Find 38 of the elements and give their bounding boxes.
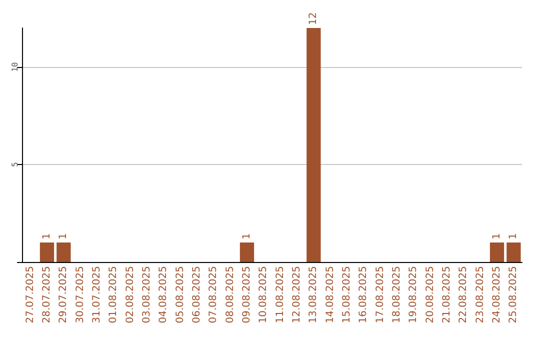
x-tick-label: 02.08.2025 — [124, 266, 136, 324]
x-tick-label: 17.08.2025 — [374, 266, 386, 324]
x-tick-label: 03.08.2025 — [142, 266, 152, 324]
y-tick-label: 5 — [10, 162, 20, 167]
data-label: 1 — [242, 233, 252, 240]
x-tick-label: 13.08.2025 — [308, 266, 320, 324]
data-label: 1 — [42, 233, 52, 240]
x-tick-label: 10.08.2025 — [258, 266, 270, 324]
data-label: 12 — [308, 12, 320, 25]
x-tick-label: 28.07.2025 — [42, 266, 52, 324]
x-tick-label: 11.08.2025 — [274, 266, 286, 324]
x-tick-label: 01.08.2025 — [108, 266, 120, 324]
x-tick-label: 22.08.2025 — [458, 266, 470, 324]
x-tick-label: 19.08.2025 — [408, 266, 420, 324]
x-tick-label: 27.07.2025 — [24, 266, 36, 324]
x-tick-label: 21.08.2025 — [442, 266, 452, 324]
x-tick-label: 31.07.2025 — [92, 266, 102, 324]
x-tick-label: 04.08.2025 — [158, 266, 170, 324]
x-tick-label: 14.08.2025 — [324, 266, 336, 324]
y-tick-label: 10 — [10, 62, 20, 72]
data-label: 1 — [508, 233, 520, 240]
x-tick-label: 29.07.2025 — [58, 266, 70, 324]
x-tick-label: 25.08.2025 — [508, 266, 520, 324]
x-tick-label: 24.08.2025 — [492, 266, 502, 324]
x-tick-label: 07.08.2025 — [208, 266, 220, 324]
x-tick-label: 05.08.2025 — [174, 266, 186, 324]
x-tick-label: 20.08.2025 — [424, 266, 436, 324]
x-tick-label: 06.08.2025 — [192, 266, 202, 324]
x-tick-label: 09.08.2025 — [242, 266, 252, 324]
x-tick-label: 23.08.2025 — [474, 266, 486, 324]
x-tick-label: 18.08.2025 — [392, 266, 402, 324]
data-label: 1 — [58, 233, 70, 240]
x-tick-label: 16.08.2025 — [358, 266, 370, 324]
x-tick-label: 08.08.2025 — [224, 266, 236, 324]
x-tick-label: 30.07.2025 — [74, 266, 86, 324]
x-tick-label: 15.08.2025 — [342, 266, 352, 324]
x-tick-label: 12.08.2025 — [292, 266, 302, 324]
data-label: 1 — [492, 233, 502, 240]
